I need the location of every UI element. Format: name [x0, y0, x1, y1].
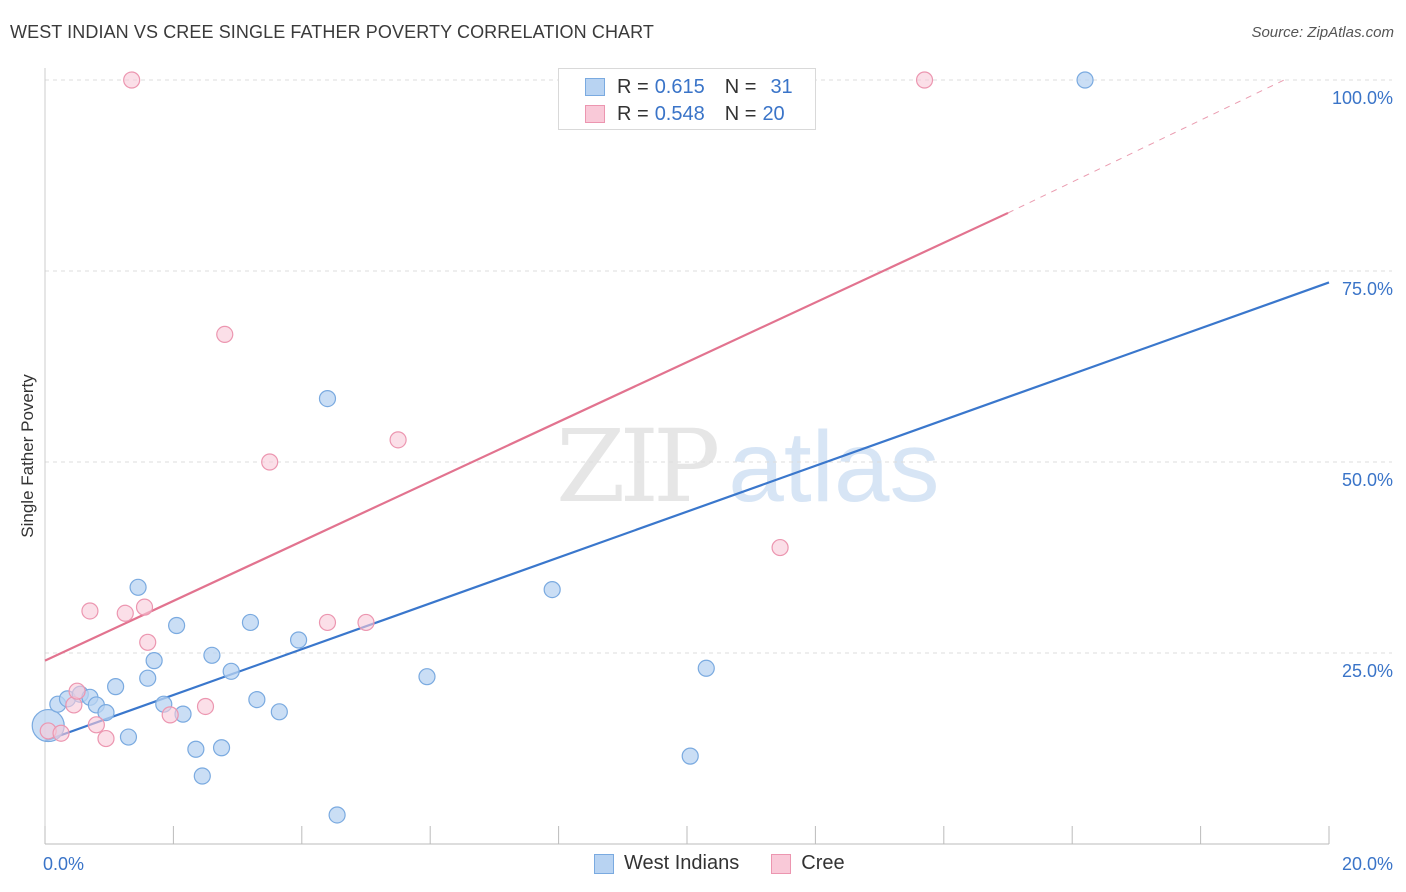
- point-west-indians: [145, 652, 163, 670]
- series-swatch-cree: [771, 853, 792, 874]
- y-tick-label: 25.0%: [1342, 661, 1393, 681]
- point-cree: [81, 602, 99, 620]
- point-west-indians: [289, 631, 308, 649]
- chart-title: WEST INDIAN VS CREE SINGLE FATHER POVERT…: [10, 22, 655, 42]
- point-west-indians: [328, 806, 346, 824]
- point-west-indians: [203, 646, 221, 664]
- point-west-indians: [97, 703, 115, 722]
- point-west-indians: [543, 580, 561, 599]
- point-cree: [318, 613, 337, 632]
- point-west-indians: [168, 616, 186, 635]
- point-cree: [116, 604, 134, 622]
- y-tick-label: 75.0%: [1342, 279, 1393, 299]
- point-west-indians: [139, 669, 157, 687]
- point-cree: [139, 633, 157, 651]
- point-west-indians: [212, 739, 231, 757]
- legend-swatch-west-indians: [585, 78, 605, 96]
- y-axis-label: Single Father Poverty: [18, 374, 37, 538]
- legend-r-value: 0.615: [654, 75, 705, 98]
- legend-row-west-indians: R = 0.615 N = 31: [585, 75, 793, 99]
- tick-labels: 25.0% 50.0% 75.0% 100.0% 0.0% 20.0%: [43, 88, 1393, 874]
- point-west-indians: [681, 747, 699, 765]
- legend-r-label: R =: [617, 102, 649, 125]
- point-cree: [771, 538, 789, 557]
- series-legend: West Indians Cree: [594, 852, 877, 875]
- trend-line-cree: [44, 211, 1009, 662]
- watermark-atlas: atlas: [728, 411, 940, 523]
- point-west-indians: [318, 389, 337, 408]
- point-cree: [97, 729, 115, 748]
- point-cree: [135, 598, 154, 616]
- legend-n-value: 20: [762, 102, 785, 125]
- series-swatch-west-indians: [594, 853, 614, 874]
- y-tick-label: 100.0%: [1332, 88, 1393, 108]
- y-tick-label: 50.0%: [1342, 470, 1393, 490]
- legend-n-label: N =: [724, 102, 757, 125]
- point-cree: [161, 706, 179, 724]
- series-legend-west-indians[interactable]: West Indians: [594, 852, 739, 875]
- point-west-indians: [193, 767, 211, 785]
- series-label-west-indians: West Indians: [624, 852, 740, 874]
- point-cree: [87, 716, 105, 734]
- series-legend-cree[interactable]: Cree: [771, 852, 845, 875]
- data-points: [31, 71, 1094, 824]
- point-west-indians: [107, 678, 125, 696]
- legend-n-value: 31: [770, 75, 793, 98]
- series-label-cree: Cree: [801, 852, 845, 874]
- point-cree: [915, 71, 934, 89]
- point-west-indians: [241, 613, 260, 632]
- point-west-indians: [1076, 71, 1094, 89]
- point-cree: [216, 325, 234, 344]
- legend-n-label: N =: [724, 75, 757, 98]
- point-cree: [196, 697, 215, 716]
- point-west-indians: [129, 578, 147, 596]
- point-cree: [52, 724, 70, 742]
- point-west-indians: [187, 740, 205, 758]
- point-west-indians: [270, 703, 288, 721]
- trend-line-west-indians: [44, 281, 1330, 742]
- point-west-indians: [418, 668, 436, 686]
- watermark-zip: ZIP: [556, 408, 720, 525]
- legend-row-cree: R = 0.548 N = 20: [585, 102, 785, 126]
- legend-r-value: 0.548: [654, 102, 705, 125]
- point-cree: [389, 431, 407, 449]
- trend-lines: [44, 79, 1330, 742]
- legend-swatch-cree: [585, 105, 605, 123]
- x-tick-label: 0.0%: [43, 854, 84, 874]
- legend-r-label: R =: [617, 75, 649, 98]
- legend: R = 0.615 N = 31 R = 0.548 N = 20: [558, 68, 816, 130]
- point-cree: [357, 613, 375, 632]
- x-tick-label: 20.0%: [1342, 854, 1393, 874]
- point-west-indians: [119, 728, 138, 746]
- source-credit: Source: ZipAtlas.com: [1251, 24, 1394, 41]
- point-west-indians: [697, 659, 715, 677]
- point-cree: [261, 453, 279, 471]
- point-cree: [68, 682, 86, 700]
- point-cree: [123, 71, 141, 89]
- point-west-indians: [222, 662, 240, 680]
- watermark: ZIP atlas: [556, 408, 940, 525]
- trend-line-cree-extension: [1007, 79, 1285, 214]
- point-west-indians: [248, 691, 266, 709]
- axes: [44, 68, 1330, 845]
